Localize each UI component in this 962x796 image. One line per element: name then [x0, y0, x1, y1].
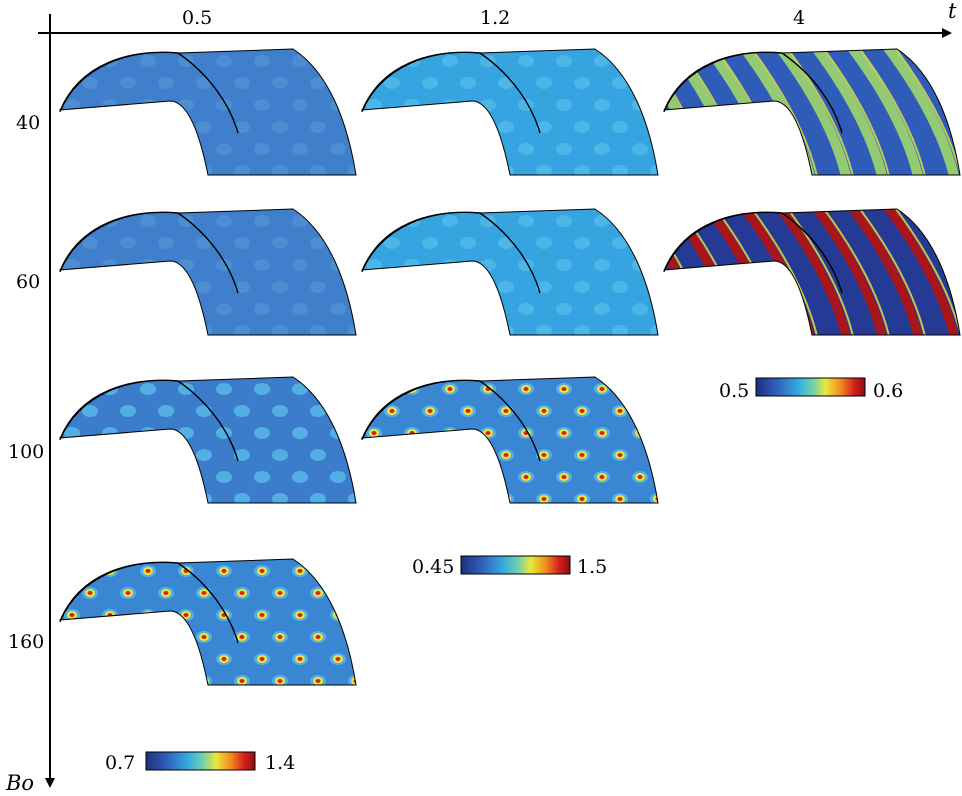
surface-panel-r1-c2 — [663, 208, 961, 336]
surface-panels — [59, 48, 961, 686]
surface-panel-r3-c0 — [59, 558, 357, 686]
column-label-0: 0.5 — [182, 7, 212, 29]
colorbar-3-min: 0.7 — [105, 752, 135, 774]
colorbar-3-scale — [145, 751, 256, 771]
column-label-1: 1.2 — [480, 7, 510, 29]
column-label-2: 4 — [793, 7, 805, 29]
surface-panel-r0-c2 — [663, 48, 961, 176]
t-axis-label: t — [948, 0, 957, 23]
colorbar-1-min: 0.5 — [719, 380, 749, 402]
colorbar-2-scale — [460, 555, 571, 575]
row-label-3: 160 — [8, 631, 44, 653]
surface-panel-r2-c0 — [59, 376, 357, 504]
surface-panel-r1-c0 — [59, 208, 357, 336]
colorbar-1-max: 0.6 — [873, 380, 903, 402]
colorbar-1-scale — [755, 377, 866, 397]
row-label-0: 40 — [16, 112, 40, 134]
row-label-2: 100 — [8, 441, 44, 463]
surface-panel-r2-c1 — [361, 376, 659, 504]
colorbar-3-max: 1.4 — [265, 752, 295, 774]
row-label-1: 60 — [16, 271, 40, 293]
colorbar-2-min: 0.45 — [412, 556, 454, 578]
colorbar-2: 0.45 1.5 — [412, 555, 607, 578]
bo-axis-label: Bo — [5, 771, 34, 795]
surface-panel-r0-c0 — [59, 48, 357, 176]
surface-panel-r1-c1 — [361, 208, 659, 336]
colorbar-3: 0.7 1.4 — [105, 751, 295, 774]
colorbar-2-max: 1.5 — [577, 556, 607, 578]
colorbar-1: 0.5 0.6 — [719, 377, 903, 402]
surface-panel-r0-c1 — [361, 48, 659, 176]
